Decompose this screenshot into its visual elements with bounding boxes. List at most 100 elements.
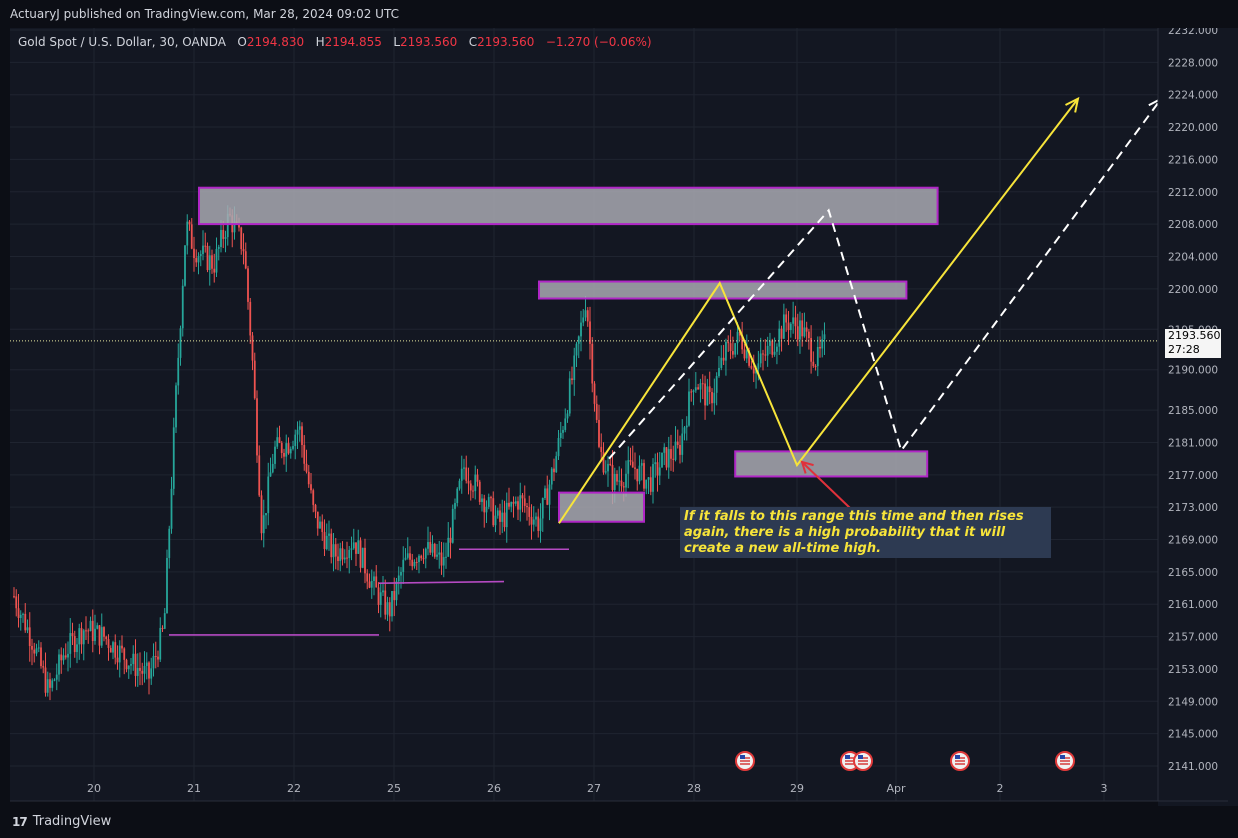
candle-body	[665, 447, 668, 468]
tradingview-brand[interactable]: 17 TradingView	[12, 814, 111, 829]
price-tick-label: 2169.000	[1168, 535, 1218, 547]
candle-body	[663, 447, 666, 453]
candle-body	[19, 614, 22, 618]
candle-body	[541, 498, 544, 519]
candle-body	[118, 645, 121, 663]
price-axis[interactable]: 2141.000 2145.000 2149.000 2153.000 2157.000…	[1168, 25, 1218, 773]
candle-body	[577, 336, 580, 344]
us-flag-event-icon[interactable]	[853, 751, 873, 771]
candle-body	[429, 542, 432, 553]
candle-body	[456, 488, 459, 504]
candle-body	[359, 540, 362, 568]
candle-body	[757, 363, 760, 369]
flag-canton	[1060, 755, 1065, 759]
candle-body	[591, 343, 594, 384]
analysis-annotation[interactable]: If it falls to this range this time and …	[680, 507, 1051, 558]
price-tick-label: 2224.000	[1168, 90, 1218, 102]
candle-body	[523, 498, 526, 506]
candle-body	[224, 237, 227, 239]
candle-body	[217, 246, 220, 249]
candle-body	[136, 667, 139, 676]
candle-body	[564, 418, 567, 430]
candle-body	[116, 657, 119, 663]
candle-body	[582, 317, 585, 323]
candle-body	[339, 548, 342, 562]
candle-body	[283, 452, 285, 457]
us-flag-event-icon[interactable]	[1055, 751, 1075, 771]
candle-body	[199, 254, 202, 257]
candle-body	[112, 642, 114, 653]
flag-canton	[740, 755, 745, 759]
candle-body	[294, 434, 297, 447]
candle-body	[170, 488, 173, 529]
candle-body	[76, 644, 78, 653]
demand-zone-lower[interactable]	[558, 491, 645, 523]
low-label: L	[393, 35, 400, 49]
candle-body	[262, 515, 265, 534]
support-line[interactable]	[378, 580, 505, 585]
yellow-projection-path[interactable]	[558, 98, 1079, 524]
symbol-legend[interactable]: Gold Spot / U.S. Dollar, 30, OANDA O2194…	[18, 35, 652, 49]
candle-body	[73, 636, 76, 653]
candle-body	[586, 310, 589, 322]
red-arrow-shaft[interactable]	[801, 461, 851, 509]
candle-body	[752, 368, 755, 374]
candle-body	[670, 449, 672, 459]
candle-body	[296, 429, 299, 435]
close-value: 2193.560	[477, 35, 535, 49]
low-value: 2193.560	[400, 35, 458, 49]
flag-canton	[845, 755, 850, 759]
candle-body	[195, 258, 198, 263]
candle-body	[447, 537, 450, 557]
candle-body	[517, 501, 519, 510]
support-lines[interactable]	[169, 548, 569, 636]
candle-body	[400, 571, 402, 576]
candle-body	[384, 590, 387, 615]
candle-body	[433, 543, 436, 557]
economic-events[interactable]	[735, 751, 1075, 771]
candle-body	[332, 544, 335, 558]
candle-body	[741, 335, 744, 350]
demand-zone-upper[interactable]	[734, 450, 929, 478]
candle-body	[330, 533, 333, 558]
candle-body	[454, 503, 456, 509]
candle-body	[355, 542, 357, 554]
candle-body	[685, 425, 688, 428]
candle-body	[55, 674, 58, 680]
candle-body	[150, 668, 153, 679]
candle-body	[334, 544, 337, 557]
candle-body	[175, 385, 177, 428]
candle-body	[750, 365, 753, 369]
symbol-name[interactable]: Gold Spot / U.S. Dollar, 30, OANDA	[18, 35, 226, 49]
candle-body	[393, 590, 396, 601]
us-flag-event-icon[interactable]	[735, 751, 755, 771]
candle-body	[298, 426, 301, 430]
candle-body	[78, 628, 81, 645]
tradingview-logo-icon: 17	[12, 814, 28, 829]
candle-body	[485, 506, 488, 513]
candle-body	[375, 576, 378, 588]
candle-body	[771, 340, 774, 355]
candle-body	[130, 664, 132, 666]
supply-zone-top[interactable]	[198, 186, 939, 226]
candle-body	[622, 486, 625, 488]
price-zones[interactable]	[198, 186, 939, 523]
red-arrowhead-icon[interactable]	[800, 460, 814, 474]
candle-body	[559, 432, 562, 439]
time-axis[interactable]: 20 21 22 25 26 27 28 29 Apr 2 3	[87, 782, 1108, 795]
candle-body	[759, 353, 762, 364]
candle-body	[388, 602, 391, 617]
candle-body	[584, 310, 587, 318]
candle-body	[701, 383, 704, 385]
candle-body	[593, 383, 596, 404]
candle-body	[573, 355, 576, 381]
candle-body	[42, 666, 45, 668]
candle-body	[148, 662, 150, 679]
red-arrow-annotation[interactable]	[800, 460, 851, 509]
candle-body	[810, 338, 813, 362]
yellow-arrowhead-icon[interactable]	[1065, 96, 1080, 113]
us-flag-event-icon[interactable]	[950, 751, 970, 771]
candle-body	[776, 346, 778, 352]
candle-body	[364, 547, 366, 574]
